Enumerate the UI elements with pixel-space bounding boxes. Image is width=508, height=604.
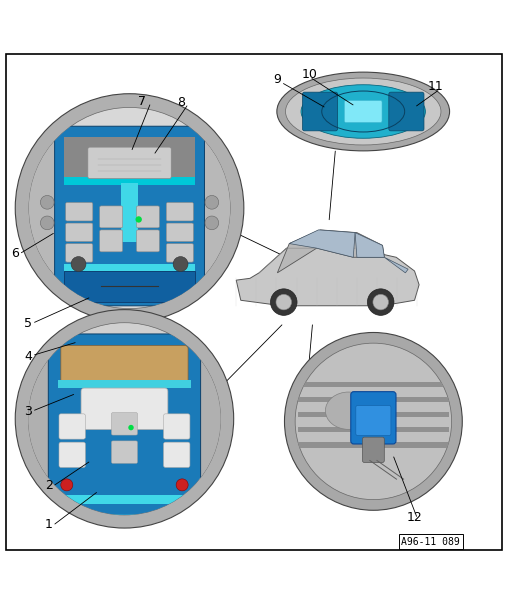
Polygon shape [355, 233, 385, 257]
Bar [65, 176, 195, 185]
Bar [65, 137, 195, 178]
FancyBboxPatch shape [88, 147, 171, 179]
FancyBboxPatch shape [356, 406, 391, 435]
FancyBboxPatch shape [166, 202, 194, 221]
Text: 7: 7 [138, 95, 146, 108]
FancyBboxPatch shape [166, 223, 194, 242]
Text: 5: 5 [24, 317, 33, 330]
FancyBboxPatch shape [66, 223, 93, 242]
FancyBboxPatch shape [61, 345, 188, 384]
Circle shape [136, 216, 142, 223]
FancyBboxPatch shape [81, 388, 168, 429]
Text: 1: 1 [45, 518, 53, 531]
Circle shape [205, 216, 219, 230]
Polygon shape [236, 248, 419, 306]
FancyBboxPatch shape [100, 230, 122, 252]
Text: 12: 12 [406, 512, 422, 524]
Text: 8: 8 [177, 96, 185, 109]
Bar [121, 184, 138, 242]
Polygon shape [385, 257, 408, 273]
Bar [58, 495, 191, 504]
Bar [298, 382, 449, 387]
Bar [298, 397, 449, 402]
Circle shape [29, 108, 230, 309]
Text: 11: 11 [428, 80, 443, 92]
FancyBboxPatch shape [344, 100, 382, 123]
Bar [298, 412, 449, 417]
Bar [65, 264, 195, 271]
FancyBboxPatch shape [302, 92, 338, 131]
Circle shape [129, 425, 134, 430]
Circle shape [270, 289, 297, 315]
Circle shape [176, 479, 188, 491]
Ellipse shape [325, 392, 371, 429]
FancyBboxPatch shape [111, 441, 138, 463]
FancyBboxPatch shape [164, 414, 190, 439]
FancyBboxPatch shape [54, 126, 204, 306]
FancyBboxPatch shape [166, 243, 194, 262]
Circle shape [15, 310, 234, 528]
Bar [199, 323, 220, 515]
Bar [298, 442, 449, 448]
Circle shape [28, 323, 220, 515]
Bar [298, 427, 449, 432]
Circle shape [15, 94, 244, 323]
Ellipse shape [285, 78, 441, 145]
Bar [205, 108, 230, 309]
Text: A96-11 089: A96-11 089 [401, 537, 460, 547]
FancyBboxPatch shape [363, 437, 385, 463]
Circle shape [295, 343, 452, 500]
Bar [29, 108, 54, 309]
FancyBboxPatch shape [59, 442, 85, 467]
Bar [28, 323, 50, 515]
Text: 4: 4 [24, 350, 33, 363]
Text: 10: 10 [302, 68, 318, 81]
Circle shape [276, 294, 292, 310]
FancyBboxPatch shape [389, 92, 424, 131]
Circle shape [41, 216, 54, 230]
FancyBboxPatch shape [66, 202, 93, 221]
Circle shape [373, 294, 389, 310]
FancyBboxPatch shape [66, 243, 93, 262]
Text: 9: 9 [273, 73, 281, 86]
Bar [65, 271, 195, 302]
Circle shape [41, 196, 54, 209]
Circle shape [205, 196, 219, 209]
FancyBboxPatch shape [48, 334, 201, 519]
Circle shape [173, 257, 188, 271]
Polygon shape [289, 230, 355, 257]
FancyBboxPatch shape [59, 414, 85, 439]
Ellipse shape [277, 72, 450, 151]
Circle shape [71, 257, 86, 271]
Circle shape [61, 479, 73, 491]
FancyBboxPatch shape [137, 206, 160, 228]
FancyBboxPatch shape [111, 413, 138, 435]
Polygon shape [277, 230, 385, 273]
FancyBboxPatch shape [164, 442, 190, 467]
Text: 6: 6 [11, 247, 19, 260]
Circle shape [284, 332, 462, 510]
FancyBboxPatch shape [100, 206, 122, 228]
Text: 2: 2 [45, 480, 53, 492]
Bar [58, 379, 191, 388]
Ellipse shape [301, 85, 425, 138]
Text: 3: 3 [24, 405, 33, 418]
FancyBboxPatch shape [137, 230, 160, 252]
Circle shape [367, 289, 394, 315]
FancyBboxPatch shape [351, 391, 396, 444]
